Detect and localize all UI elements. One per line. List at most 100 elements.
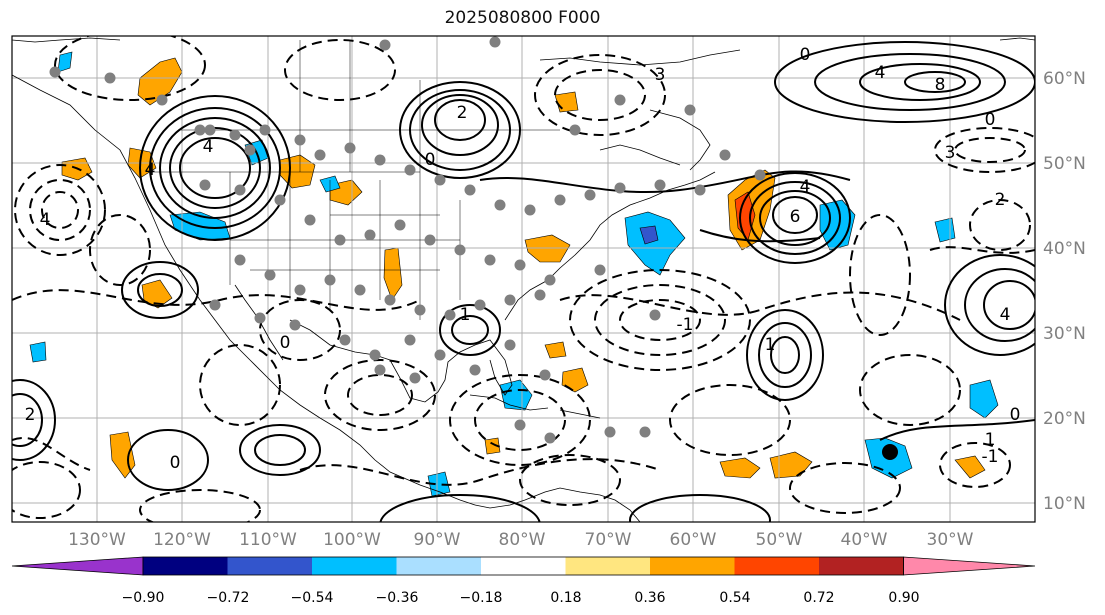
station-dot xyxy=(514,259,526,271)
positive-contour xyxy=(139,95,291,241)
colorbar-bin xyxy=(819,557,904,575)
lon-label: 120°W xyxy=(153,530,211,550)
contour-label: 1 xyxy=(765,335,776,355)
positive-contour xyxy=(239,424,321,476)
station-dot xyxy=(484,254,496,266)
station-dot xyxy=(654,179,666,191)
negative-contour xyxy=(12,289,421,311)
station-dot xyxy=(604,426,616,438)
positive-contour xyxy=(699,229,821,243)
negative-contour xyxy=(139,489,261,522)
colorbar xyxy=(11,556,1036,576)
colorbar-tick-label: 0.36 xyxy=(634,590,665,606)
station-dot xyxy=(324,274,336,286)
contour-label: 2 xyxy=(25,405,36,425)
positive-contour xyxy=(629,494,771,522)
contour-label: -1 xyxy=(982,447,999,467)
station-dot xyxy=(444,309,456,321)
station-dot xyxy=(569,124,581,136)
station-dot xyxy=(274,194,286,206)
station-dot xyxy=(394,219,406,231)
contour-label: 4 xyxy=(203,137,214,157)
station-dot xyxy=(404,334,416,346)
station-dots xyxy=(49,36,766,444)
positive-contour xyxy=(770,336,800,374)
state-borders xyxy=(150,40,560,320)
positive-contour xyxy=(439,304,501,356)
contour-label: 8 xyxy=(935,75,946,95)
contour-label: 1 xyxy=(985,430,996,450)
station-dot xyxy=(384,294,396,306)
positive-contour xyxy=(983,280,1035,330)
negative-contour xyxy=(534,54,666,136)
contour-label: 3 xyxy=(945,143,956,163)
station-dot xyxy=(404,164,416,176)
station-dot xyxy=(474,299,486,311)
station-dot xyxy=(209,299,221,311)
lon-label: 90°W xyxy=(414,530,461,550)
negative-contour xyxy=(12,461,81,519)
positive-contour xyxy=(12,393,43,447)
station-dot xyxy=(379,39,391,51)
coastline-layer xyxy=(12,37,1035,522)
contour-label: 6 xyxy=(790,207,801,227)
station-dot xyxy=(414,304,426,316)
station-dot xyxy=(514,419,526,431)
contour-label: 3 xyxy=(655,65,666,85)
station-dot xyxy=(194,124,206,136)
positive-contour xyxy=(749,181,841,255)
station-dot xyxy=(424,234,436,246)
negative-contour xyxy=(554,69,646,121)
colorbar-bin xyxy=(396,557,481,575)
colorbar-bin xyxy=(734,557,819,575)
station-dot xyxy=(639,426,651,438)
contour-label: 0 xyxy=(800,45,811,65)
station-dot xyxy=(584,189,596,201)
lon-axis: 130°W 120°W 110°W 100°W 90°W 80°W 70°W 6… xyxy=(68,530,974,550)
positive-contour xyxy=(179,137,251,199)
lat-label: 10°N xyxy=(1043,494,1086,514)
colorbar-bin xyxy=(650,557,735,575)
lat-label: 30°N xyxy=(1043,324,1086,344)
lat-label: 60°N xyxy=(1043,69,1086,89)
station-dot xyxy=(534,289,546,301)
negative-contour xyxy=(619,299,701,341)
positive-contour xyxy=(159,117,271,219)
contour-label: 1 xyxy=(460,305,471,325)
contour-label: 2 xyxy=(457,103,468,123)
station-dot xyxy=(339,334,351,346)
station-dot xyxy=(469,364,481,376)
lon-label: 60°W xyxy=(670,530,717,550)
negative-contour xyxy=(519,454,621,506)
colorbar-tick-label: 0.90 xyxy=(888,590,919,606)
negative-contour xyxy=(669,384,791,456)
colorbar-bin xyxy=(312,557,397,575)
positive-contour xyxy=(121,261,199,319)
positive-contour xyxy=(758,322,812,388)
station-dot xyxy=(649,309,661,321)
negative-contour xyxy=(54,36,206,101)
negative-contour xyxy=(41,191,79,229)
colorbar-tick-label: −0.54 xyxy=(291,590,334,606)
contour-label: 0 xyxy=(985,110,996,130)
positive-contour xyxy=(421,94,499,156)
station-dot xyxy=(156,94,168,106)
positive-contour xyxy=(759,190,831,246)
colorbar-bin xyxy=(481,557,566,575)
negative-contour xyxy=(849,214,911,336)
negative-contour xyxy=(859,354,961,426)
negative-contour xyxy=(324,359,436,431)
colorbar-tick-label: 0.54 xyxy=(719,590,750,606)
negative-contour xyxy=(299,458,661,486)
station-dot xyxy=(489,36,501,48)
negative-contour xyxy=(474,389,566,451)
lon-label: 110°W xyxy=(239,530,297,550)
station-dot xyxy=(464,184,476,196)
station-dot xyxy=(344,142,356,154)
contour-label: 2 xyxy=(995,190,1006,210)
negative-contour xyxy=(939,442,1011,488)
station-dot xyxy=(504,339,516,351)
station-dot xyxy=(104,72,116,84)
